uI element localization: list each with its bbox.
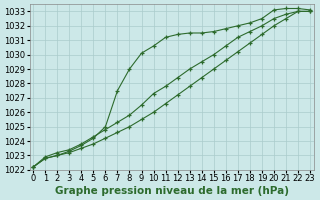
X-axis label: Graphe pression niveau de la mer (hPa): Graphe pression niveau de la mer (hPa): [55, 186, 289, 196]
